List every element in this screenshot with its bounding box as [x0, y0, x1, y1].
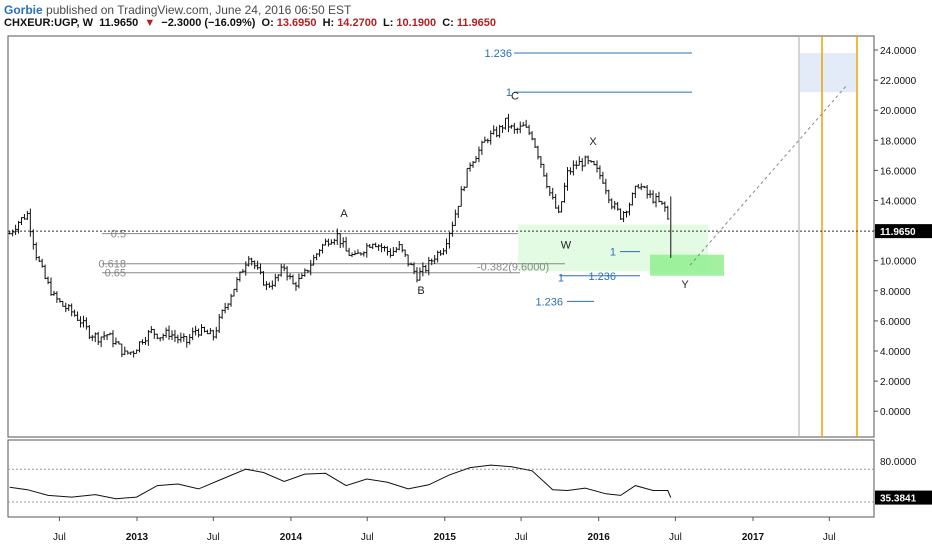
- fib-extension-label: 1.236: [535, 296, 563, 308]
- author-name[interactable]: Gorbie: [4, 3, 43, 17]
- wave-label-y: Y: [681, 279, 689, 291]
- y-axis-tick-label: 24.0000: [880, 46, 917, 57]
- open-value: 13.6950: [276, 17, 317, 29]
- fib-extension-label: 1.236: [484, 48, 512, 60]
- retracement-label: 0.65: [105, 268, 126, 280]
- y-axis-tick-label: 6.0000: [880, 317, 911, 328]
- y-axis-tick-label: 10.0000: [880, 257, 917, 268]
- main-pane-frame: [7, 35, 875, 438]
- y-axis-tick-label: 4.0000: [880, 347, 911, 358]
- oscillator-tick-label: 80.0000: [880, 457, 917, 468]
- y-axis-tick-label: 20.0000: [880, 106, 917, 117]
- x-axis-tick-label: Jul: [53, 532, 66, 543]
- x-axis-tick-label: Jul: [207, 532, 220, 543]
- fib-extension-label: 1: [506, 87, 512, 99]
- high-value: 14.2700: [337, 17, 377, 29]
- publish-header: Gorbie published on TradingView.com, Jun…: [4, 3, 351, 17]
- last-price-tag: [875, 224, 932, 239]
- x-axis-tick-label: 2017: [742, 532, 765, 543]
- retracement-note: -0.382(9.6000): [477, 262, 549, 274]
- last-price: 11.9650: [99, 17, 139, 29]
- oscillator-pane-frame: [7, 439, 875, 518]
- close-label: C:: [442, 17, 454, 29]
- published-info: published on TradingView.com, June 24, 2…: [46, 3, 352, 17]
- close-value: 11.9650: [456, 17, 496, 29]
- y-axis-tick-label: 16.0000: [880, 166, 917, 177]
- wave-label-b: B: [417, 285, 424, 297]
- low-label: L:: [383, 17, 394, 29]
- y-axis-tick-label: 0.0000: [880, 407, 911, 418]
- x-axis-tick-label: Jul: [669, 532, 682, 543]
- symbol-label: CHXEUR:UGP, W: [4, 17, 94, 29]
- x-axis-tick-label: Jul: [515, 532, 528, 543]
- x-axis-tick-label: 2015: [434, 532, 457, 543]
- x-axis-tick-label: 2016: [588, 532, 611, 543]
- x-axis-tick-label: Jul: [823, 532, 836, 543]
- wave-label-a: A: [340, 208, 348, 220]
- y-axis-tick-label: 22.0000: [880, 76, 917, 87]
- open-label: O:: [261, 17, 274, 29]
- retracement-label: 0.5: [111, 229, 126, 241]
- fib-extension-label: 1: [558, 272, 564, 284]
- quote-line: CHXEUR:UGP, W 11.9650 ▼ −2.3000 (−16.09%…: [4, 17, 499, 29]
- wave-label-c: C: [511, 91, 519, 103]
- x-axis-tick-label: 2014: [280, 532, 303, 543]
- fib-extension-label: 1.236: [588, 271, 616, 283]
- high-label: H:: [322, 17, 335, 29]
- x-axis-tick-label: Jul: [361, 532, 374, 543]
- wave-label-w: W: [561, 240, 572, 252]
- wave-label-x: X: [589, 136, 597, 148]
- y-axis-tick-label: 8.0000: [880, 287, 911, 298]
- x-axis-tick-label: 2013: [126, 532, 149, 543]
- fib-extension-label: 1: [610, 247, 616, 259]
- retracement-label: 0.618: [98, 259, 126, 271]
- oscillator-value-label: 35.3841: [880, 494, 917, 505]
- low-value: 10.1900: [396, 17, 437, 29]
- target-zone: [650, 254, 724, 276]
- y-axis-tick-label: 2.0000: [880, 377, 911, 388]
- triangle-down-icon: ▼: [144, 17, 156, 29]
- last-price-tag-label: 11.9650: [880, 227, 916, 238]
- oscillator-value-tag: [875, 490, 932, 505]
- projected-target-zone: [800, 53, 856, 93]
- oscillator-series-line: [9, 464, 672, 500]
- y-axis-tick-label: 14.0000: [880, 197, 917, 208]
- y-axis-tick-label: 18.0000: [880, 136, 917, 147]
- price-change: −2.3000 (−16.09%): [161, 17, 256, 29]
